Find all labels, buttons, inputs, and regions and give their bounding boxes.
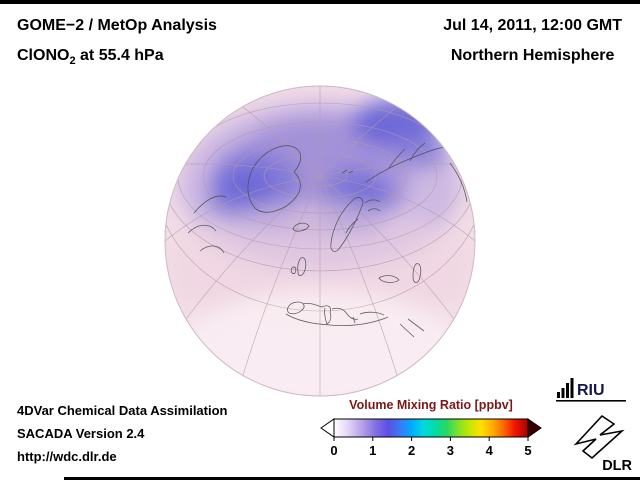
riu-logo: RIU bbox=[556, 378, 626, 402]
colorbar-bar bbox=[333, 418, 529, 438]
colorbar-tick-3: 3 bbox=[447, 443, 454, 458]
pressure-level: at 55.4 hPa bbox=[75, 47, 164, 64]
colorbar-tick-5: 5 bbox=[524, 443, 531, 458]
colorbar-label: Volume Mixing Ratio [ppbv] bbox=[349, 398, 513, 412]
dlr-logo: DLR bbox=[573, 414, 633, 474]
riu-logo-text: RIU bbox=[577, 382, 605, 399]
top-border bbox=[0, 0, 640, 4]
dlr-logo-text: DLR bbox=[602, 458, 632, 474]
colorbar-tick-1: 1 bbox=[369, 443, 376, 458]
analysis-title: GOME−2 / MetOp Analysis bbox=[17, 17, 217, 34]
dlr-logo-icon bbox=[573, 414, 625, 460]
colorbar-ticks bbox=[333, 437, 529, 441]
species-subscript: 2 bbox=[69, 55, 76, 68]
coastlines bbox=[187, 142, 468, 338]
colorbar-tick-2: 2 bbox=[408, 443, 415, 458]
globe-map bbox=[164, 85, 476, 397]
species-name: ClONO bbox=[17, 47, 70, 64]
version-label: SACADA Version 2.4 bbox=[17, 426, 145, 441]
assimilation-label: 4DVar Chemical Data Assimilation bbox=[17, 403, 228, 418]
hemisphere-label: Northern Hemisphere bbox=[450, 47, 615, 64]
colorbar-right-arrow bbox=[527, 418, 542, 438]
url-label: http://wdc.dlr.de bbox=[17, 449, 117, 464]
riu-logo-icon bbox=[556, 378, 626, 402]
colorbar-left-arrow bbox=[320, 418, 335, 438]
datetime-label: Jul 14, 2011, 12:00 GMT bbox=[443, 17, 622, 34]
title-block: GOME−2 / MetOp Analysis ClONO2 at 55.4 h… bbox=[17, 11, 217, 76]
globe-limb bbox=[164, 85, 476, 397]
bottom-border bbox=[64, 477, 640, 480]
species-pressure-title: ClONO2 at 55.4 hPa bbox=[17, 41, 217, 76]
footer-block: 4DVar Chemical Data Assimilation SACADA … bbox=[17, 399, 228, 468]
field-blue-siberia-edge bbox=[396, 133, 448, 169]
colorbar: Volume Mixing Ratio [ppbv] 0 1 2 3 4 5 bbox=[320, 398, 542, 458]
colorbar-tick-4: 4 bbox=[486, 443, 494, 458]
colorbar-tick-0: 0 bbox=[330, 443, 337, 458]
datetime-block: Jul 14, 2011, 12:00 GMT Northern Hemisph… bbox=[443, 11, 622, 71]
